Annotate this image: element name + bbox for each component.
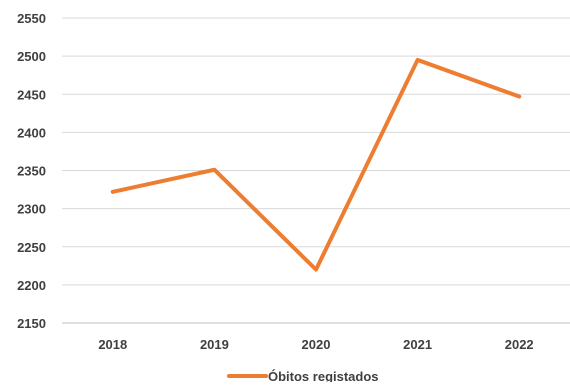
x-tick-label: 2022 <box>505 337 534 352</box>
x-tick-label: 2021 <box>403 337 432 352</box>
y-tick-label: 2350 <box>17 164 46 179</box>
y-tick-label: 2300 <box>17 202 46 217</box>
y-tick-label: 2250 <box>17 240 46 255</box>
x-tick-label: 2020 <box>302 337 331 352</box>
y-axis-tick-labels: 2150 2200 2250 2300 2350 2400 2450 2500 2550 <box>17 11 46 331</box>
series-line <box>110 57 522 272</box>
y-tick-label: 2150 <box>17 316 46 331</box>
legend-label: Óbitos registados <box>268 369 379 382</box>
y-tick-label: 2400 <box>17 125 46 140</box>
y-tick-label: 2500 <box>17 49 46 64</box>
y-tick-label: 2450 <box>17 87 46 102</box>
legend: Óbitos registados <box>227 369 379 384</box>
series-lines <box>110 57 522 272</box>
x-tick-label: 2018 <box>98 337 127 352</box>
x-tick-label: 2019 <box>200 337 229 352</box>
x-axis-tick-labels: 2018 2019 2020 2021 2022 <box>98 337 533 352</box>
gridlines <box>62 17 570 324</box>
y-tick-label: 2200 <box>17 278 46 293</box>
y-tick-label: 2550 <box>17 11 46 26</box>
